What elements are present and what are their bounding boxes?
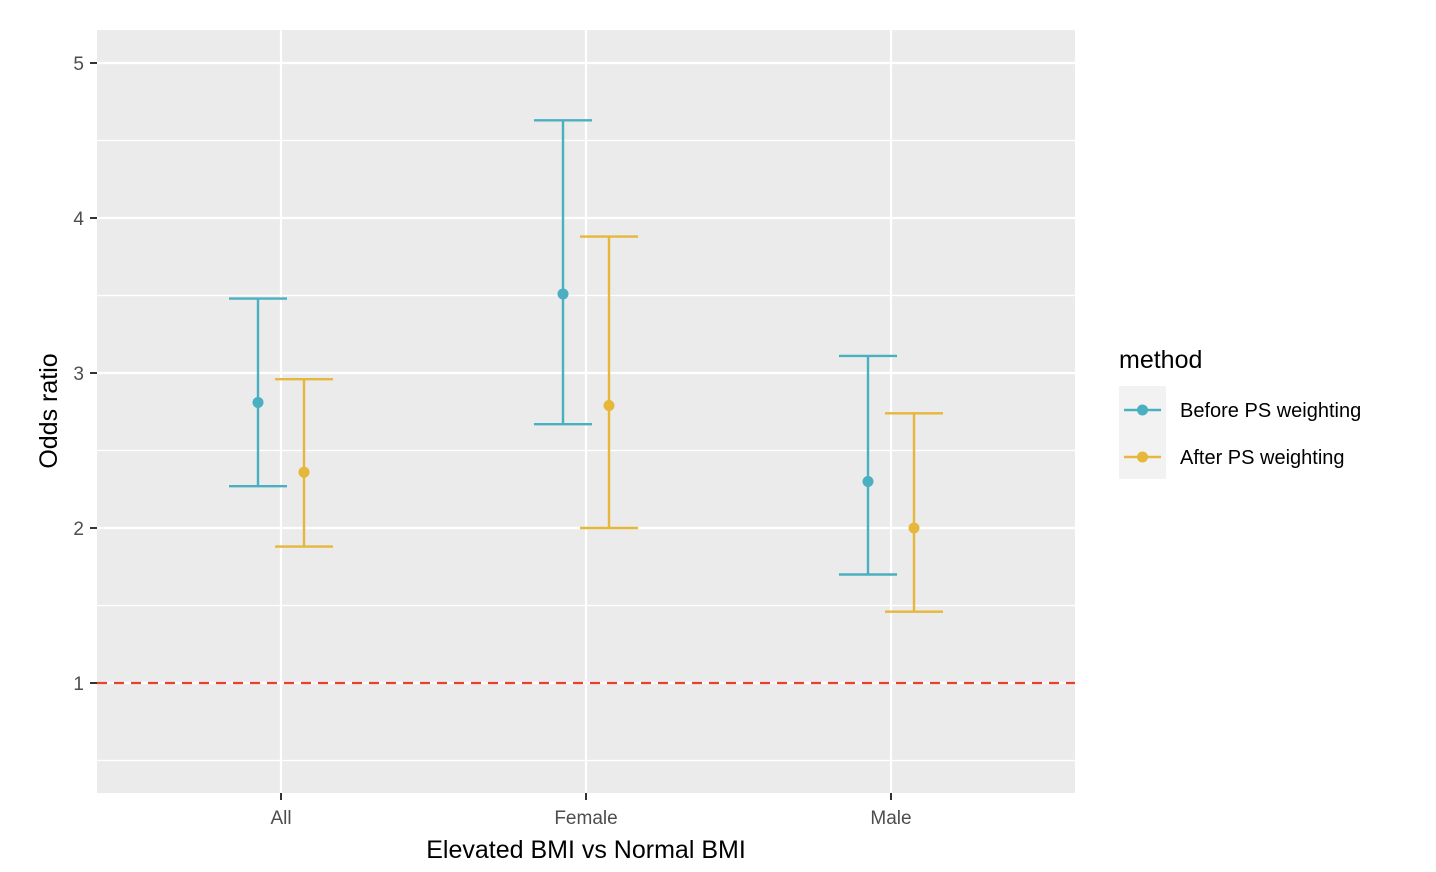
x-tick-label-1: Female — [554, 808, 617, 829]
estimate-point — [862, 476, 874, 487]
x-axis-title: Elevated BMI vs Normal BMI — [426, 836, 746, 864]
legend-label: After PS weighting — [1180, 447, 1345, 469]
estimate-point — [298, 466, 310, 478]
legend-item-0: Before PS weighting — [1124, 400, 1361, 422]
legend-label: Before PS weighting — [1180, 400, 1361, 422]
y-tick-label-2: 3 — [73, 364, 84, 385]
legend-title: method — [1119, 346, 1202, 374]
errorbar-s1-all — [275, 378, 333, 548]
errorbars — [229, 119, 943, 613]
errorbar-s0-female — [534, 119, 592, 426]
y-tick-label-3: 4 — [73, 209, 84, 230]
y-tick-label-4: 5 — [73, 54, 84, 75]
errorbar-s1-female — [580, 235, 638, 530]
x-tick-label-0: All — [270, 808, 291, 829]
estimate-point — [908, 522, 920, 534]
estimate-point — [557, 288, 569, 300]
legend-key-point — [1137, 451, 1148, 463]
errorbar-s1-male — [885, 412, 943, 613]
y-axis: 1 2 3 4 5 — [73, 54, 97, 695]
estimate-point — [603, 400, 615, 412]
y-tick-label-0: 1 — [73, 674, 84, 695]
legend-key-point — [1137, 404, 1148, 416]
y-axis-title: Odds ratio — [35, 353, 63, 468]
legend: method Before PS weighting After PS weigh… — [1119, 346, 1361, 479]
estimate-point — [252, 396, 264, 408]
x-axis: All Female Male — [270, 793, 912, 829]
legend-key-background — [1119, 386, 1166, 479]
y-tick-label-1: 2 — [73, 519, 84, 540]
legend-item-1: After PS weighting — [1124, 447, 1345, 469]
x-tick-label-2: Male — [870, 808, 911, 829]
errorbar-s0-all — [229, 297, 287, 488]
legend-items: Before PS weighting After PS weighting — [1124, 400, 1361, 469]
errorbar-s0-male — [839, 354, 897, 576]
